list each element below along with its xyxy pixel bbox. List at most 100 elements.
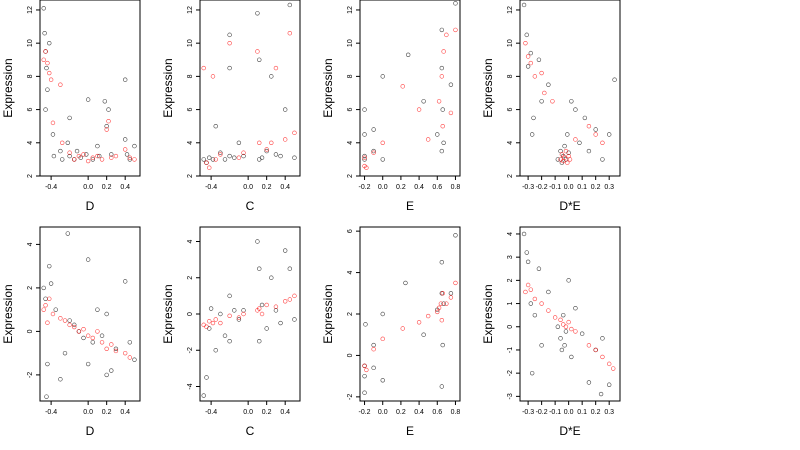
- data-point: [441, 301, 446, 306]
- data-point: [201, 393, 206, 398]
- data-point: [67, 153, 72, 159]
- data-point: [102, 99, 108, 104]
- data-point: [47, 296, 52, 301]
- data-point: [50, 311, 56, 317]
- data-point: [524, 250, 529, 255]
- y-tick-label: 4: [187, 141, 194, 145]
- data-point: [380, 74, 385, 79]
- y-tick-label: 12: [187, 6, 194, 14]
- data-point: [586, 123, 592, 129]
- y-tick-label: -2: [507, 370, 514, 376]
- data-point: [208, 306, 214, 311]
- data-point: [122, 137, 128, 142]
- y-axis-label: Expression: [481, 284, 495, 343]
- data-point: [436, 99, 442, 104]
- data-point: [210, 320, 216, 326]
- data-point: [41, 57, 46, 62]
- y-tick-label: 2: [507, 278, 514, 282]
- data-point: [227, 338, 232, 344]
- data-point: [85, 97, 91, 102]
- data-point: [563, 148, 569, 154]
- y-tick-label: -4: [187, 383, 194, 389]
- data-point: [561, 322, 566, 327]
- data-point: [444, 301, 449, 306]
- plot-frame: [359, 0, 461, 177]
- data-point: [264, 148, 269, 154]
- data-point: [58, 377, 63, 382]
- x-tick-label: -0.1: [549, 409, 561, 416]
- y-axis-label: Expression: [161, 284, 175, 343]
- data-point: [236, 140, 242, 145]
- y-tick-label: 4: [507, 232, 514, 236]
- x-axis-label: C: [246, 199, 255, 213]
- data-point: [521, 2, 527, 8]
- y-tick-label: 10: [507, 39, 514, 47]
- data-point: [264, 326, 269, 331]
- data-point: [104, 123, 109, 129]
- x-tick-label: -0.4: [45, 184, 57, 191]
- data-point: [47, 40, 52, 46]
- data-point: [104, 311, 109, 317]
- data-point: [453, 27, 458, 33]
- data-point: [273, 65, 279, 71]
- data-point: [586, 380, 592, 385]
- x-tick-label: 0.4: [280, 409, 290, 416]
- data-point: [132, 143, 137, 149]
- y-tick-label: 4: [27, 141, 34, 145]
- data-point: [425, 137, 431, 142]
- data-point: [453, 1, 458, 6]
- data-point: [577, 140, 582, 145]
- data-point: [90, 157, 95, 162]
- data-point: [439, 148, 445, 154]
- data-point: [227, 153, 232, 159]
- data-point: [528, 301, 534, 306]
- data-point: [598, 391, 604, 397]
- data-point: [444, 32, 449, 38]
- y-tick-label: 10: [187, 39, 194, 47]
- data-point: [292, 155, 297, 160]
- data-point: [539, 343, 544, 348]
- data-point: [371, 150, 376, 155]
- scatter-panel-7: -0.2 0.0 0.2 0.4 0.6 0.8 -2 0 2 4 6 E Expression: [321, 226, 461, 438]
- data-point: [213, 317, 218, 322]
- data-point: [529, 370, 535, 376]
- data-point: [210, 157, 216, 162]
- plot-frame: [199, 0, 301, 177]
- data-point: [227, 65, 232, 71]
- data-point: [440, 342, 445, 348]
- data-point: [521, 231, 527, 237]
- data-point: [282, 248, 288, 253]
- data-point: [436, 305, 442, 310]
- data-point: [438, 301, 444, 306]
- data-point: [122, 279, 128, 284]
- data-point: [364, 367, 369, 373]
- x-tick-label: 0.0: [564, 409, 574, 416]
- data-point: [525, 54, 531, 59]
- x-tick-label: 0.2: [262, 184, 272, 191]
- data-point: [400, 84, 405, 89]
- data-point: [525, 64, 531, 69]
- data-point: [380, 140, 385, 145]
- data-point: [218, 150, 223, 155]
- data-point: [50, 120, 56, 126]
- data-point: [364, 165, 369, 170]
- data-point: [562, 343, 567, 348]
- data-point: [227, 293, 232, 299]
- y-tick-label: 8: [27, 74, 34, 78]
- data-point: [51, 153, 57, 159]
- y-tick-label: 12: [27, 6, 34, 14]
- data-point: [528, 50, 534, 56]
- data-point: [218, 152, 223, 157]
- data-point: [531, 115, 536, 121]
- y-tick-label: 2: [507, 174, 514, 178]
- data-point: [67, 115, 72, 121]
- data-point: [371, 365, 376, 371]
- data-point: [523, 40, 528, 46]
- data-point: [550, 99, 555, 104]
- x-tick-label: -0.4: [205, 409, 217, 416]
- data-point: [529, 132, 535, 137]
- y-tick-label: 6: [187, 108, 194, 112]
- data-point: [41, 307, 46, 312]
- data-point: [448, 295, 454, 300]
